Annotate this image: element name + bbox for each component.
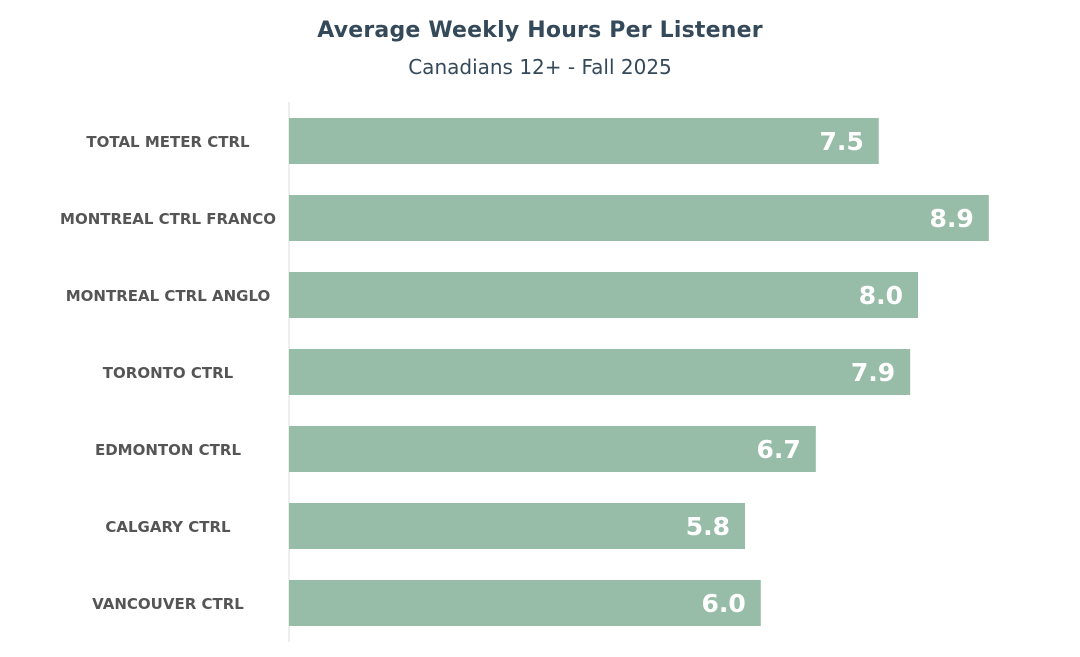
category-label: MONTREAL CTRL FRANCO: [60, 210, 276, 228]
category-label: EDMONTON CTRL: [95, 441, 241, 459]
bars-group: [289, 118, 989, 626]
category-label: MONTREAL CTRL ANGLO: [66, 287, 270, 305]
chart-title: Average Weekly Hours Per Listener: [317, 18, 763, 43]
category-labels-group: TOTAL METER CTRL MONTREAL CTRL FRANCO MONT…: [60, 133, 276, 613]
bar: [289, 503, 746, 549]
bar: [289, 580, 761, 626]
bar: [289, 349, 911, 395]
value-label: 8.0: [859, 281, 903, 310]
bar: [289, 118, 879, 164]
category-label: CALGARY CTRL: [105, 518, 231, 536]
value-label: 5.8: [686, 512, 730, 541]
value-label: 8.9: [930, 204, 974, 233]
value-label: 6.7: [757, 435, 801, 464]
chart-subtitle: Canadians 12+ - Fall 2025: [408, 55, 672, 79]
value-label: 7.5: [819, 127, 863, 156]
bar: [289, 195, 989, 241]
category-label: VANCOUVER CTRL: [92, 595, 244, 613]
category-label: TORONTO CTRL: [103, 364, 234, 382]
value-label: 7.9: [851, 358, 895, 387]
value-label: 6.0: [701, 589, 745, 618]
bar: [289, 426, 816, 472]
category-label: TOTAL METER CTRL: [86, 133, 250, 151]
bar: [289, 272, 919, 318]
value-labels-group: 7.5 8.9 8.0 7.9 6.7 5.8 6.0: [686, 127, 974, 618]
